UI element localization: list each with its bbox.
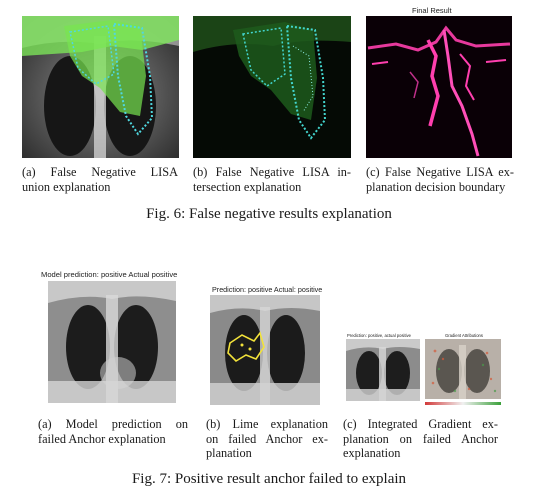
fig6-caption: Fig. 6: False negative results explanati…	[146, 206, 392, 222]
fig7b-title: Prediction: positive Actual: positive	[212, 285, 323, 294]
xray-intersection-image	[193, 16, 351, 158]
xray-integrated-gradient-image	[346, 339, 420, 401]
fig7-caption: Fig. 7: Positive result anchor failed to…	[131, 471, 407, 487]
fig6-subcaption-a: (a) False Negative LISA union explanatio…	[22, 165, 178, 194]
final-result-title: Final Result	[412, 6, 452, 15]
xray-lime-image	[210, 295, 320, 405]
fig7-subcaption-c: (c) Integrated Gradient ex- planation on…	[343, 417, 498, 461]
fig6-subcaption-c: (c) False Negative LISA ex- planation de…	[366, 165, 514, 194]
fig7c-left-title: Prediction: positive, actual positive	[347, 333, 412, 338]
fig7c-right-title: Gradient Attributions	[445, 333, 483, 338]
fig7a-title: Model prediction: positive Actual positi…	[41, 270, 178, 279]
xray-union-image	[22, 16, 179, 158]
fig7-subcaption-b: (b) Lime explanation on failed Anchor ex…	[206, 417, 328, 461]
fig7-subcaption-a: (a) Model prediction on failed Anchor ex…	[38, 417, 188, 446]
gradient-attribution-image	[425, 339, 501, 399]
decision-boundary-image	[366, 16, 512, 158]
fig6-subcaption-b: (b) False Negative LISA in- tersection e…	[193, 165, 351, 194]
attribution-colorbar	[425, 402, 501, 405]
xray-model-prediction-image	[48, 281, 176, 403]
